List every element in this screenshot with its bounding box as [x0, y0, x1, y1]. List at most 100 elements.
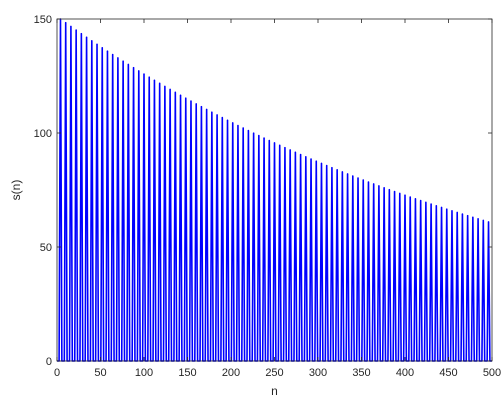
pulse-peak-point — [320, 162, 323, 165]
pulse-peak-point — [117, 57, 119, 59]
pulse-peak-point — [80, 33, 82, 35]
pulse-peak-point — [289, 149, 291, 151]
pulse-peak-point — [451, 210, 453, 212]
pulse-peak-point — [96, 43, 98, 45]
pulse-peak-point — [326, 164, 328, 167]
pulse-peak-point — [91, 40, 93, 42]
pulse-peak-point — [85, 36, 88, 38]
pulse-peak-point — [435, 205, 437, 207]
pulse-peak-point — [294, 151, 296, 153]
pulse-peak-point — [268, 139, 270, 142]
pulse-peak-point — [420, 200, 422, 202]
pulse-peak-point — [179, 94, 182, 96]
y-ticks: 0 50 100 150 — [34, 14, 492, 368]
pulse-peak-point — [232, 122, 234, 124]
pulse-peak-point — [341, 171, 343, 173]
pulse-peak-point — [305, 156, 307, 158]
x-tick-label: 0 — [54, 367, 60, 379]
x-tick-label: 350 — [352, 367, 370, 379]
pulse-peak-point — [75, 29, 77, 31]
pulse-peak-point — [467, 215, 469, 217]
pulse-peak-point — [211, 111, 213, 113]
pulse-peak-point — [456, 211, 458, 214]
pulse-peak-point — [164, 85, 166, 87]
pulse-peak-point — [362, 179, 364, 181]
pulse-peak-point — [258, 135, 260, 137]
pulse-peak-point — [247, 130, 249, 132]
x-tick-label: 500 — [483, 367, 501, 379]
pulse-peak-point — [300, 153, 302, 156]
pulse-peak-point — [310, 158, 312, 160]
pulse-peak-point — [273, 142, 276, 144]
pulse-peak-point — [399, 192, 401, 194]
pulse-peak-point — [206, 108, 208, 111]
pulse-peak-point — [216, 114, 218, 116]
pulse-peak-point — [461, 213, 464, 215]
x-ticks: 0 50 100 150 200 250 300 350 400 450 500 — [54, 19, 501, 379]
pulse-peak-point — [404, 194, 406, 196]
pulse-peak-point — [430, 203, 432, 205]
y-tick-label: 50 — [40, 242, 52, 254]
x-tick-label: 300 — [309, 367, 327, 379]
x-tick-label: 200 — [222, 367, 240, 379]
pulse-peak-point — [357, 177, 359, 179]
x-axis-label: n — [271, 384, 278, 398]
pulse-peak-point — [409, 196, 411, 198]
y-axis-label: s(n) — [9, 180, 23, 201]
pulse-peak-point — [195, 103, 197, 105]
pulse-peak-point — [159, 82, 161, 84]
pulse-peak-point — [284, 147, 286, 149]
pulse-peak-point — [242, 127, 244, 129]
y-tick-label: 0 — [46, 356, 52, 368]
pulse-peak-point — [237, 124, 239, 127]
pulse-peak-point — [132, 67, 135, 69]
x-tick-label: 150 — [178, 367, 196, 379]
pulse-peak-point — [315, 160, 317, 162]
pulse-peak-point — [482, 219, 484, 221]
pulse-peak-point — [106, 50, 109, 52]
x-tick-label: 450 — [439, 367, 457, 379]
x-tick-label: 50 — [94, 367, 106, 379]
pulse-peak-point — [388, 189, 390, 191]
pulse-peak-point — [378, 185, 380, 187]
pulse-peak-point — [200, 106, 203, 108]
pulse-peak-point — [174, 91, 176, 93]
pulse-peak-point — [487, 221, 490, 223]
series-layer — [57, 18, 492, 362]
pulse-peak-point — [127, 63, 129, 66]
pulse-peak-point — [148, 76, 150, 78]
pulse-peak-point — [472, 216, 474, 218]
pulse-peak-point — [383, 187, 385, 189]
y-tick-label: 150 — [34, 14, 52, 26]
pulse-peak-point — [440, 206, 443, 209]
pulse-peak-point — [279, 144, 281, 146]
pulse-peak-point — [169, 88, 171, 90]
pulse-peak-point — [122, 60, 124, 62]
pulse-peak-point — [253, 132, 255, 134]
pulse-peak-point — [221, 117, 223, 119]
pulse-peak-point — [446, 208, 448, 210]
pulse-peak-point — [477, 218, 479, 220]
pulse-peak-point — [226, 119, 229, 121]
pulse-peak-point — [331, 167, 333, 169]
pulse-peak-point — [143, 73, 145, 75]
pulse-peak-point — [153, 79, 156, 81]
x-tick-label: 400 — [396, 367, 414, 379]
x-tick-label: 250 — [265, 367, 283, 379]
pulse-peak-point — [352, 175, 354, 177]
pulse-peak-point — [425, 201, 427, 203]
pulse-peak-point — [373, 183, 375, 185]
x-tick-label: 100 — [135, 367, 153, 379]
pulse-peak-point — [185, 97, 187, 99]
pulse-peak-point — [393, 190, 396, 193]
pulse-peak-point — [263, 137, 265, 139]
pulse-peak-point — [138, 70, 140, 72]
pulse-peak-point — [190, 100, 192, 102]
pulse-peak-point — [112, 53, 114, 56]
pulse-peak-point — [346, 173, 349, 175]
y-tick-label: 100 — [34, 128, 52, 140]
pulse-peak-point — [336, 169, 338, 171]
pulse-peak-point — [367, 181, 370, 183]
pulse-peak-point — [70, 25, 72, 28]
